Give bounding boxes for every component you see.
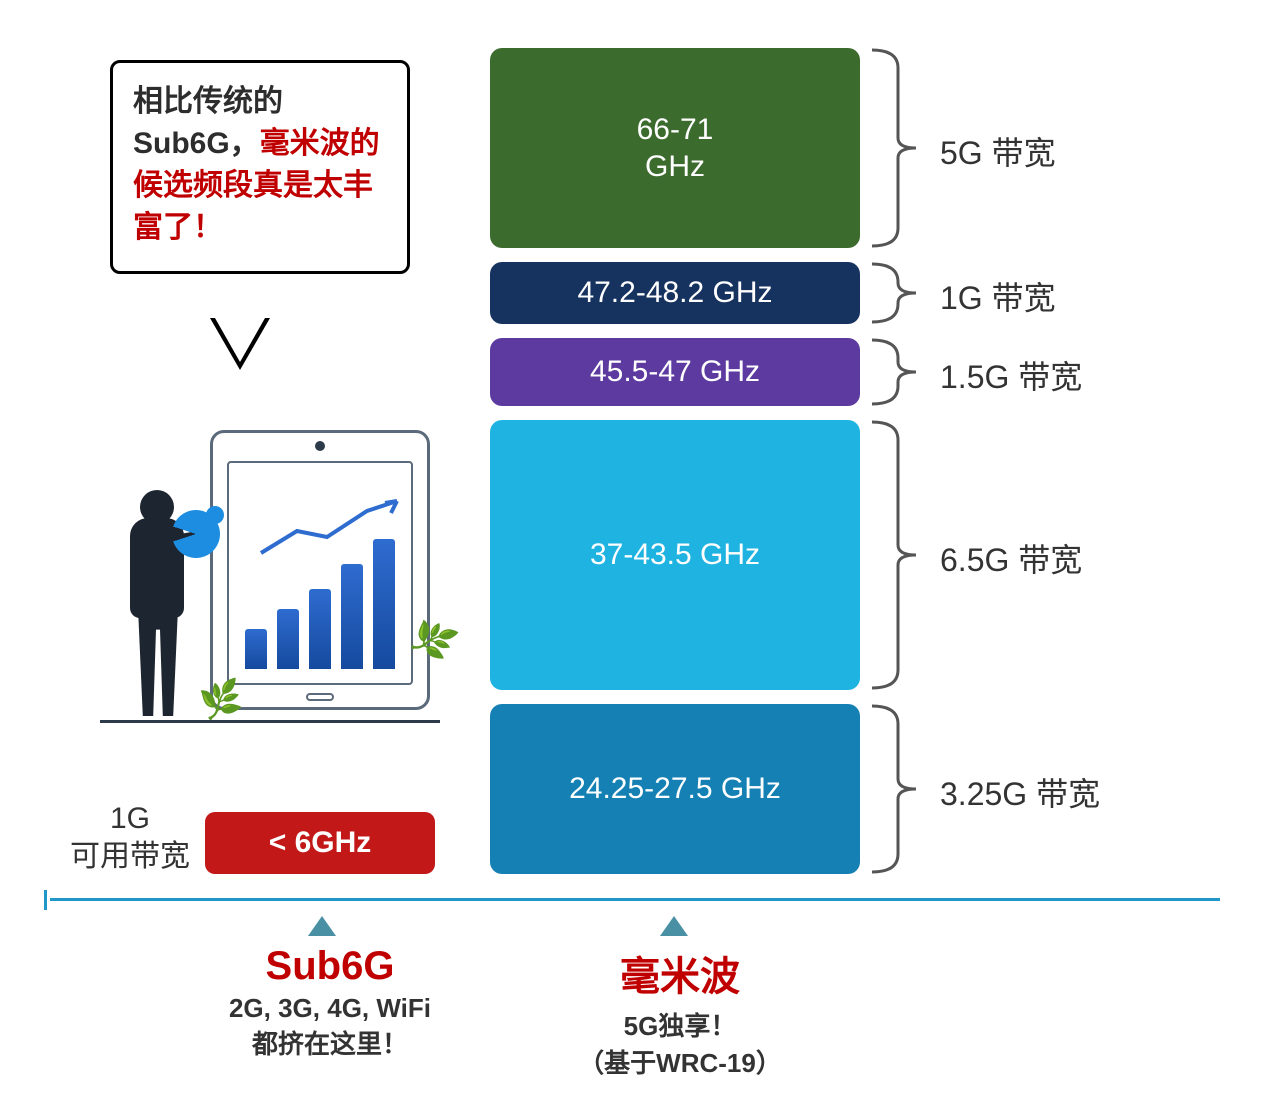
caption-line: 2G, 3G, 4G, WiFi <box>170 993 490 1024</box>
spectrum-block: 66-71GHz <box>490 48 860 248</box>
growth-arrow-icon <box>257 497 407 557</box>
caption-line: 都挤在这里！ <box>170 1024 490 1061</box>
infographic-canvas: 相比传统的Sub6G，毫米波的候选频段真是太丰富了！ 🌿 🌿 1G 可用带宽 <… <box>0 0 1280 1112</box>
caption-line: （基于WRC-19） <box>520 1043 840 1080</box>
axis-tick <box>44 890 47 910</box>
spectrum-block: 47.2-48.2 GHz <box>490 262 860 324</box>
caption-title: 毫米波 <box>520 944 840 1002</box>
bandwidth-label: 1.5G 带宽 <box>940 352 1200 398</box>
spectrum-column: 66-71GHz 47.2-48.2 GHz 45.5-47 GHz 37-43.5 … <box>490 48 860 888</box>
caption-line: 5G独享！ <box>520 1006 840 1043</box>
illustration: 🌿 🌿 <box>100 420 420 740</box>
chart-bar <box>373 539 395 669</box>
caption-mmwave: 毫米波 5G独享！ （基于WRC-19） <box>520 944 840 1080</box>
bandwidth-label: 3.25G 带宽 <box>940 769 1200 815</box>
spectrum-block: 24.25-27.5 GHz <box>490 704 860 874</box>
spectrum-block: 37-43.5 GHz <box>490 420 860 690</box>
speech-bubble: 相比传统的Sub6G，毫米波的候选频段真是太丰富了！ <box>110 60 410 274</box>
curly-brace-icon <box>868 338 920 406</box>
curly-brace-icon <box>868 420 920 690</box>
tablet-icon <box>210 430 430 710</box>
pointer-triangle-icon <box>660 916 688 936</box>
caption-title: Sub6G <box>170 944 490 989</box>
chart-bar <box>341 564 363 669</box>
sub6-bw-text: 可用带宽 <box>60 838 200 876</box>
sub6-range-box: < 6GHz <box>205 812 435 874</box>
curly-brace-icon <box>868 704 920 874</box>
bandwidth-label: 5G 带宽 <box>940 128 1200 174</box>
sub6-bandwidth-label: 1G 可用带宽 <box>60 800 200 875</box>
chart-bar <box>245 629 267 669</box>
pointer-triangle-icon <box>308 916 336 936</box>
caption-sub6g: Sub6G 2G, 3G, 4G, WiFi 都挤在这里！ <box>170 944 490 1061</box>
sub6-bw-value: 1G <box>60 800 200 838</box>
spectrum-block: 45.5-47 GHz <box>490 338 860 406</box>
curly-brace-icon <box>868 262 920 324</box>
vine-icon: 🌿 <box>197 677 246 724</box>
chart-bar <box>309 589 331 669</box>
bandwidth-label: 1G 带宽 <box>940 273 1200 319</box>
chart-bar <box>277 609 299 669</box>
bandwidth-label: 6.5G 带宽 <box>940 535 1200 581</box>
pie-chart-icon <box>172 510 220 558</box>
x-axis <box>50 898 1220 901</box>
curly-brace-icon <box>868 48 920 248</box>
